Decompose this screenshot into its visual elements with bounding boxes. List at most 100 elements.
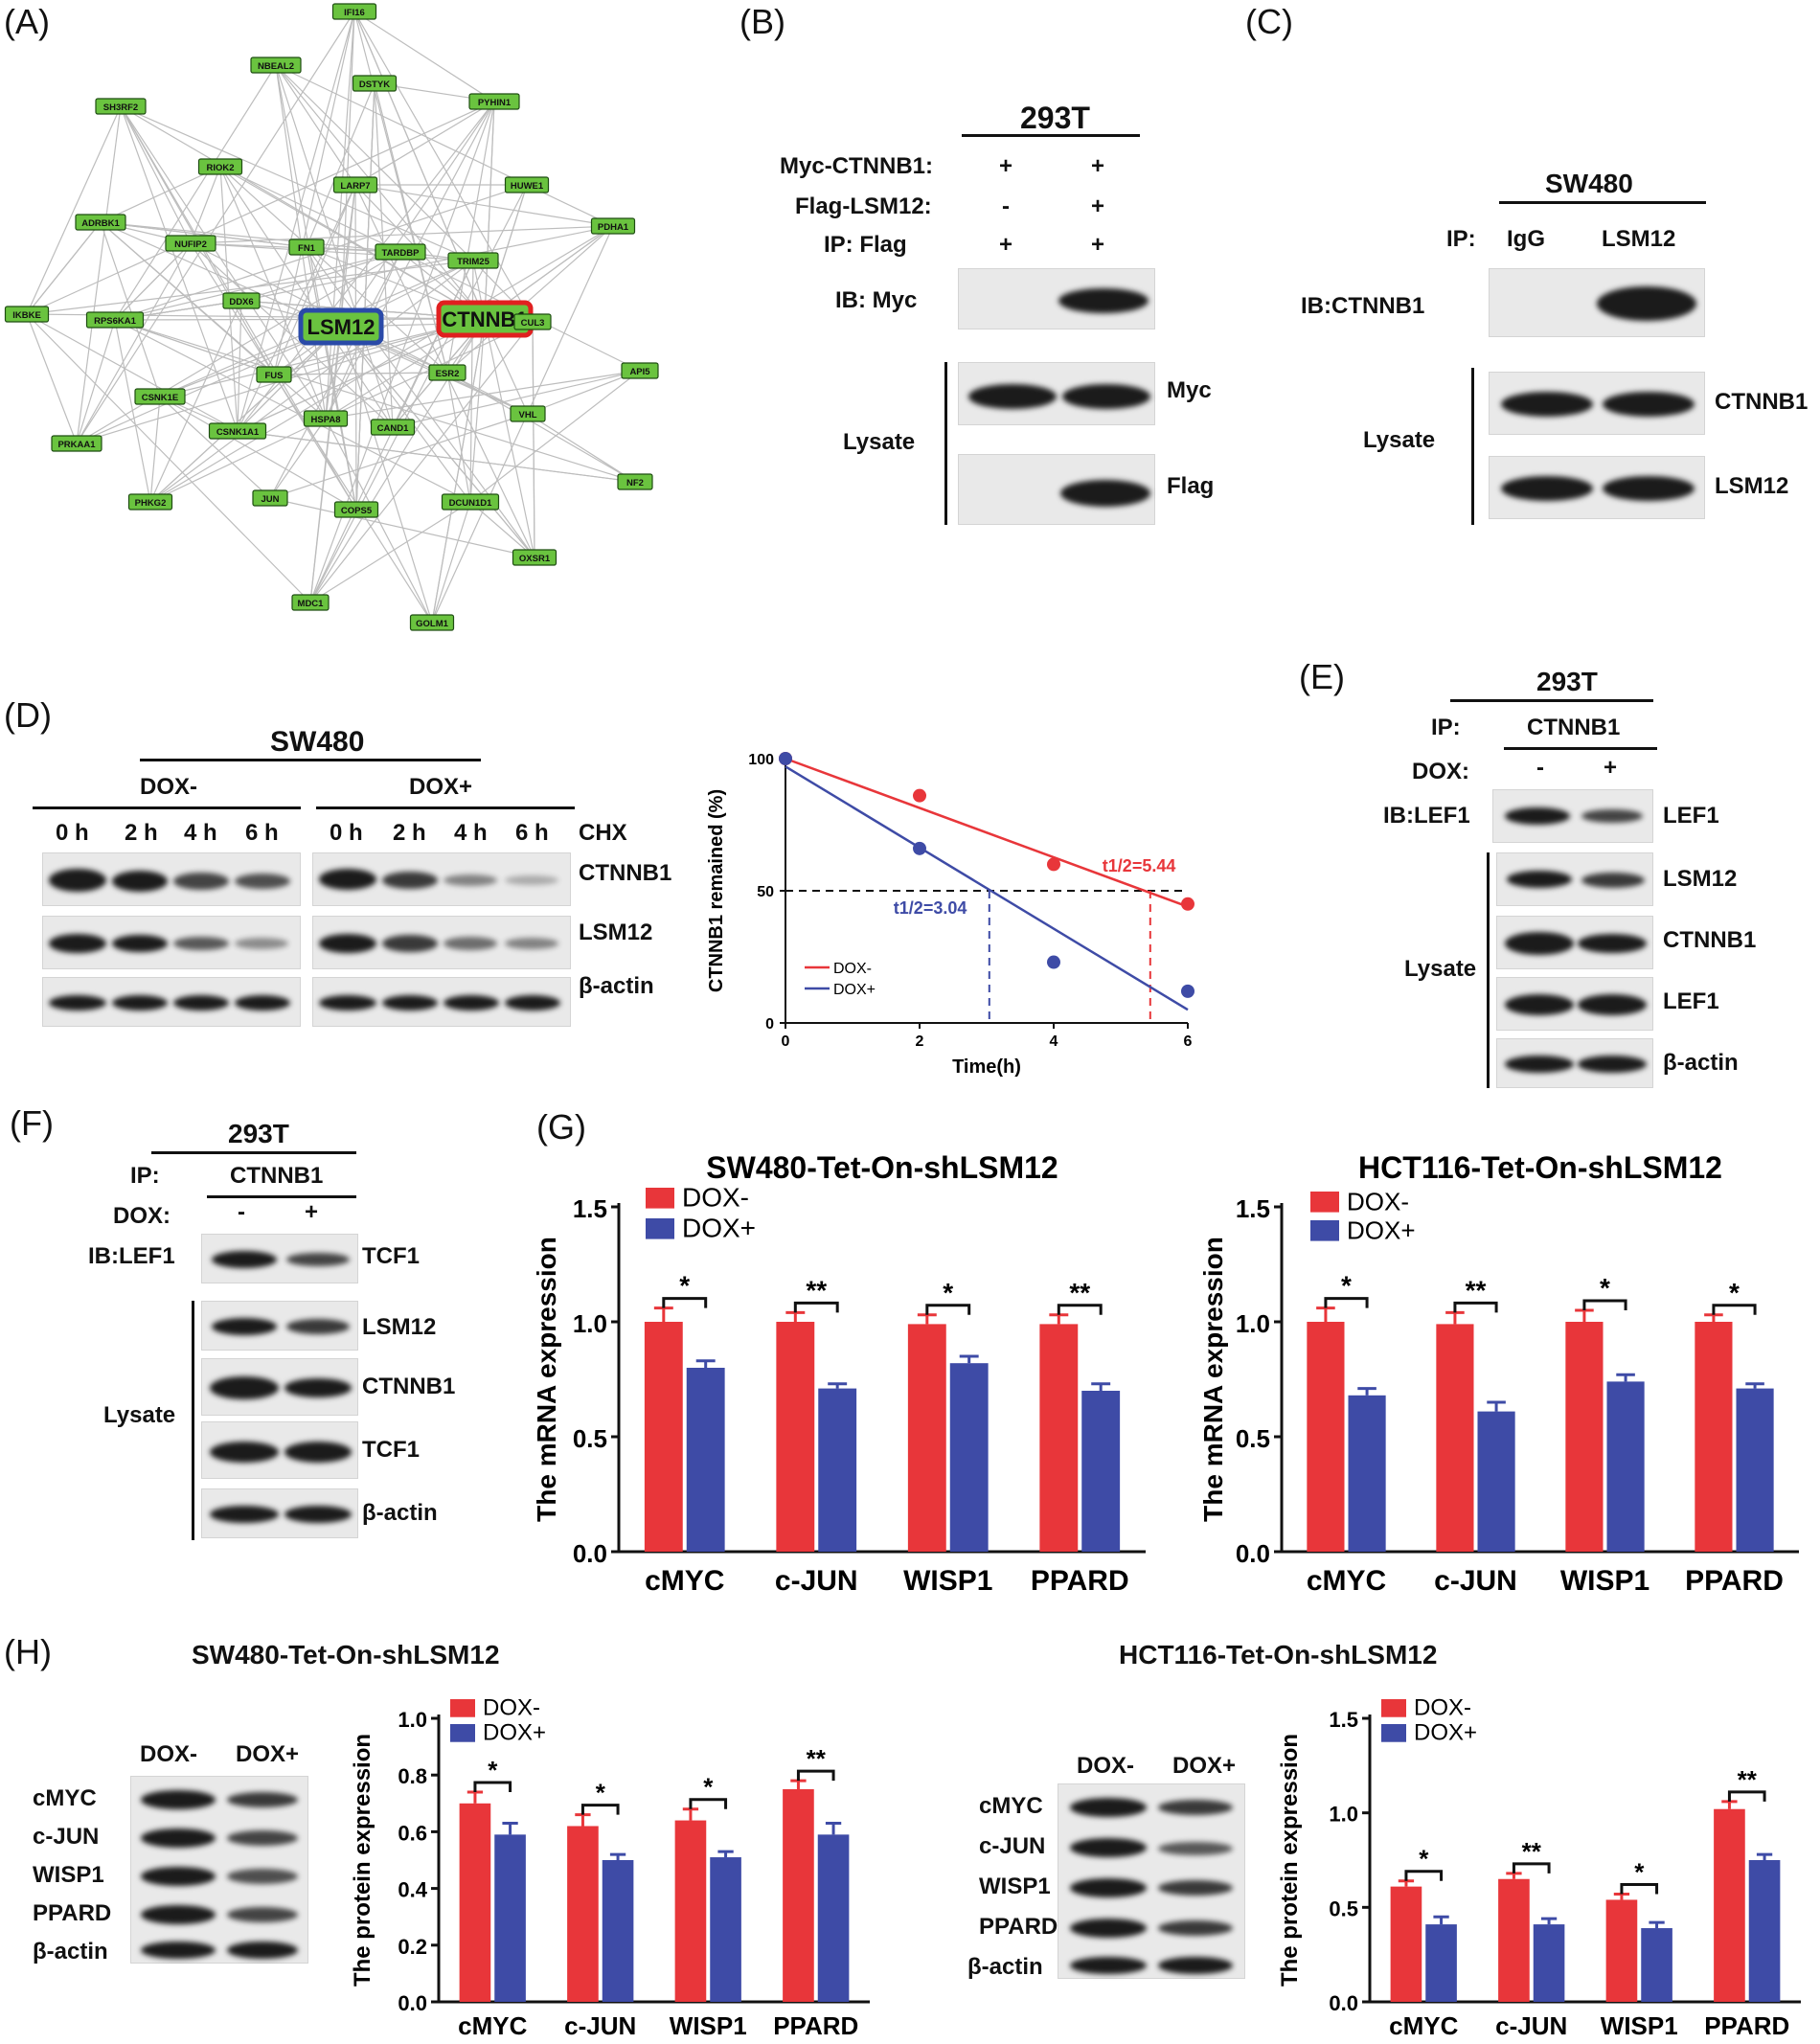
protein-chart-sw480: 0.0 0.2 0.4 0.6 0.8 1.0 The protein expression… <box>350 1695 870 2040</box>
band <box>505 995 560 1011</box>
row-value: + <box>999 153 1013 179</box>
blot-title: HCT116-Tet-On-shLSM12 <box>1119 1640 1438 1669</box>
band <box>210 1506 279 1523</box>
band <box>444 874 497 886</box>
band <box>1578 994 1647 1015</box>
network-edge <box>269 251 401 499</box>
ip-target: CTNNB1 <box>230 1163 324 1189</box>
network-node-box <box>75 214 126 231</box>
network-node-dcun1d1: DCUN1D1 <box>441 493 500 511</box>
network-edge <box>219 166 327 420</box>
ip-label: IP: <box>1446 226 1476 252</box>
data-point <box>1181 897 1194 911</box>
band <box>505 938 558 949</box>
network-edge <box>340 326 535 558</box>
bar-DOX--PPARD <box>1714 1808 1745 2002</box>
blot-lsm12 <box>201 1301 358 1351</box>
network-edge <box>269 413 529 499</box>
lysate-bracket <box>1487 852 1490 1088</box>
band <box>141 1905 216 1924</box>
band <box>227 1869 298 1884</box>
band <box>49 869 106 892</box>
row-value: + <box>999 232 1013 258</box>
network-node-box <box>441 493 500 511</box>
band <box>1505 807 1570 825</box>
lysate-bracket <box>944 362 947 525</box>
panel-label-a: (A) <box>4 2 50 41</box>
network-node-label: CSNK1E <box>142 393 179 403</box>
half-life-chart: 0 50 100 0 2 4 6 Time(h) CTNNB1 remained (%) t1/2… <box>706 752 1194 1078</box>
network-edge <box>100 221 307 248</box>
network-edge <box>120 105 192 244</box>
y-tick-label: 0.8 <box>398 1764 427 1788</box>
band <box>1505 932 1574 955</box>
band-label: β-actin <box>579 973 654 999</box>
blot-actin <box>1496 1038 1653 1088</box>
panel-label-e: (E) <box>1299 657 1345 696</box>
category-label: c-JUN <box>1434 1565 1517 1597</box>
network-edge <box>190 242 474 261</box>
network-node-box <box>197 158 243 175</box>
category-label: cMYC <box>458 2011 527 2040</box>
significance-mark: * <box>703 1773 714 1802</box>
network-node-box <box>250 57 302 74</box>
y-axis-label: CTNNB1 remained (%) <box>706 789 727 992</box>
network-edge <box>469 318 486 503</box>
significance-mark: * <box>1341 1271 1352 1301</box>
category-label: cMYC <box>1389 2011 1458 2040</box>
y-tick-label: 0.6 <box>398 1821 427 1845</box>
band <box>284 1506 352 1523</box>
x-tick-label: 4 <box>1050 1033 1058 1050</box>
category-label: PPARD <box>1704 2011 1789 2040</box>
network-edge <box>446 372 471 503</box>
band <box>212 1251 277 1268</box>
blot-tcf1 <box>201 1421 358 1479</box>
ip-target: CTNNB1 <box>1527 715 1621 740</box>
network-node-box <box>333 501 379 518</box>
network-edge <box>149 326 342 503</box>
network-node-fus: FUS <box>256 366 292 383</box>
dox-value: + <box>305 1199 319 1225</box>
bar-DOX--PPARD <box>1695 1322 1733 1552</box>
half-life-label: t1/2=3.04 <box>894 898 967 918</box>
band <box>1158 1842 1233 1855</box>
network-node-cul3: CUL3 <box>513 313 552 330</box>
network-edge <box>240 251 401 302</box>
header-line <box>151 1151 356 1154</box>
network-node-label: DDX6 <box>229 297 253 307</box>
network-node-box <box>208 422 267 440</box>
network-edge <box>76 11 355 444</box>
network-node-box <box>409 614 455 631</box>
row-value: + <box>1091 153 1105 179</box>
band <box>1597 286 1696 321</box>
significance-mark: * <box>943 1278 953 1307</box>
network-node-label: PHKG2 <box>135 498 167 509</box>
network-node-label: IFI16 <box>344 8 365 18</box>
bar-DOX+-WISP1 <box>949 1363 989 1552</box>
band-label: PPARD <box>33 1900 112 1926</box>
header-line <box>962 134 1140 137</box>
network-edge <box>159 396 271 499</box>
network-node-box <box>291 594 330 611</box>
network-node-ikbke: IKBKE <box>4 306 50 323</box>
band <box>286 1319 350 1334</box>
lysate-label: Lysate <box>843 429 916 455</box>
network-node-box <box>303 410 349 427</box>
data-point <box>1047 955 1060 969</box>
y-tick-label: 0.0 <box>398 1991 427 2015</box>
network-edge <box>392 260 474 428</box>
network-edge <box>237 318 486 432</box>
y-tick-label: 0.4 <box>398 1878 427 1902</box>
legend-label: DOX- <box>1414 1695 1471 1721</box>
network-node-box <box>4 306 50 323</box>
band-label: β-actin <box>33 1939 108 1965</box>
lysate-label: Lysate <box>1404 956 1477 982</box>
data-point <box>913 788 926 803</box>
lane-label: DOX+ <box>236 1741 300 1767</box>
band <box>1505 994 1574 1015</box>
network-node-phkg2: PHKG2 <box>127 493 173 511</box>
network-node-box <box>298 307 384 346</box>
network-node-label: PYHIN1 <box>478 98 512 108</box>
network-node-jun: JUN <box>252 489 288 507</box>
network-node-cand1: CAND1 <box>370 419 416 436</box>
